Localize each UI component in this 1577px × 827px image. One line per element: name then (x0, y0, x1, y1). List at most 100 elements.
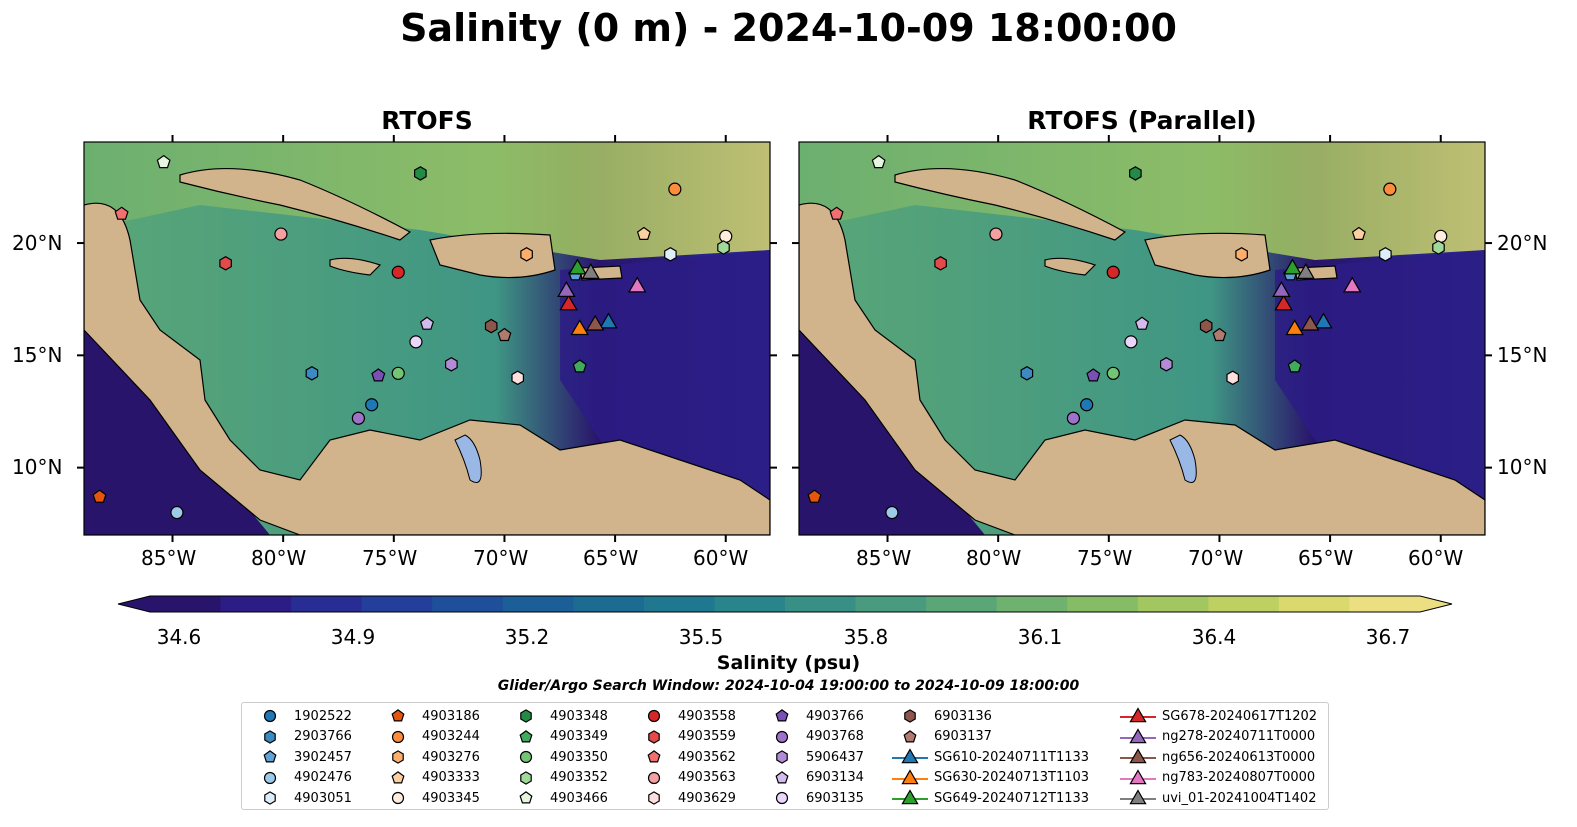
legend-label: 1902522 (294, 708, 352, 724)
legend-item: 3902457 (250, 748, 352, 766)
legend-item: 4903352 (506, 769, 608, 787)
hexagon-icon (520, 709, 532, 723)
obs-marker-4903345-panel1 (1434, 229, 1448, 243)
legend-label: SG678-20240617T1202 (1162, 708, 1318, 724)
colorbar-segment (361, 596, 433, 612)
obs-marker-6903134-panel0 (419, 316, 435, 330)
obs-marker-sg630-20240713t1103-panel0 (570, 319, 589, 336)
legend-label: 4903558 (678, 708, 736, 724)
legend-label: 4902476 (294, 770, 352, 785)
obs-marker-6903134-panel1 (1134, 316, 1150, 330)
legend-item: 1902522 (250, 707, 352, 725)
legend-item: 4903345 (378, 789, 480, 807)
obs-marker-sg610-20240711t1133-panel0 (599, 312, 618, 329)
colorbar-tick-label: 36.7 (1365, 625, 1411, 649)
triangle-icon (892, 768, 928, 784)
obs-marker-sg678-20240617t1202-panel1 (1274, 294, 1293, 311)
lat-label-left-10n: 10°N (12, 455, 63, 479)
obs-marker-4903563-panel1 (989, 227, 1003, 241)
legend-label: 4903350 (550, 749, 608, 765)
legend-label: 4903349 (550, 729, 608, 744)
legend-item: 6903135 (762, 789, 864, 807)
legend-label: uvi_01-20241004T1402 (1162, 790, 1317, 806)
legend-item: 6903134 (762, 769, 864, 787)
obs-marker-4903768-panel0 (351, 411, 365, 425)
obs-marker-4903186-panel0 (92, 489, 107, 503)
colorbar-segment (573, 596, 645, 612)
legend-item: ng278-20240711T0000 (1118, 727, 1316, 746)
hexagon-icon (264, 791, 276, 805)
obs-marker-4903766-panel1 (1086, 368, 1101, 382)
hispaniola-land (1144, 232, 1271, 279)
obs-marker-4903562-panel1 (829, 206, 844, 220)
legend-item: 4903562 (634, 748, 736, 766)
legend-label: 4903348 (550, 708, 608, 724)
legend-label: 5906437 (806, 749, 864, 765)
map-panel-rtofs (84, 142, 770, 535)
colorbar-title: Salinity (psu) (716, 652, 861, 674)
legend-label: SG630-20240713T1103 (934, 770, 1090, 785)
colorbar-segment (1349, 596, 1421, 612)
obs-marker-4903768-panel1 (1066, 411, 1081, 425)
hexagon-icon (648, 791, 660, 805)
pentagon-icon (391, 709, 405, 722)
lat-label-left-20n: 20°N (12, 231, 63, 255)
lat-label-left-15n: 15°N (12, 343, 63, 367)
lon-label-left-80w: 80°W (251, 546, 307, 570)
legend-item: 4903768 (762, 728, 864, 746)
obs-marker-4903333-panel0 (636, 226, 651, 240)
legend-label: 4903276 (422, 749, 480, 765)
triangle-icon (1120, 748, 1156, 764)
legend-item: uvi_01-20241004T1402 (1118, 789, 1316, 807)
legend-label: ng278-20240711T0000 (1162, 729, 1316, 744)
obs-marker-4903051-panel0 (664, 247, 677, 262)
legend-label: 4903333 (422, 770, 480, 785)
hexagon-icon (520, 770, 532, 785)
figure-title: Salinity (0 m) - 2024-10-09 18:00:00 (400, 6, 1177, 50)
obs-marker-ng278-20240711t0000-panel0 (557, 281, 576, 297)
panel-frame-left (83, 141, 771, 536)
legend-item: 4903350 (506, 748, 608, 766)
obs-marker-2903766-panel1 (1020, 366, 1034, 381)
legend-label: 4903766 (806, 708, 864, 724)
colorbar-segment (996, 596, 1068, 612)
panel-frame-right (798, 141, 1486, 536)
colorbar-outline (117, 595, 1453, 613)
triangle-icon (1120, 789, 1156, 805)
colorbar-segment (1278, 596, 1350, 612)
legend-item: 4903629 (634, 789, 736, 807)
legend-item: 4903558 (634, 707, 736, 725)
obs-marker-4903348-panel1 (1128, 166, 1142, 181)
pentagon-icon (775, 709, 789, 722)
legend-item: 5906437 (762, 748, 864, 766)
obs-marker-5906437-panel1 (1159, 357, 1173, 372)
obs-marker-6903135-panel0 (409, 335, 423, 349)
circle-icon (775, 791, 789, 805)
legend-item: 2903766 (250, 728, 352, 746)
colorbar-tick-label: 36.4 (1191, 625, 1237, 649)
obs-marker-ng783-20240807t0000-panel0 (627, 276, 647, 293)
lake-maracaibo (1169, 434, 1197, 483)
lon-label-left-75w: 75°W (362, 546, 418, 570)
hexagon-icon (392, 750, 404, 764)
colorbar-extend-min (118, 596, 150, 612)
obs-marker-4903349-panel0 (572, 359, 587, 373)
triangle-icon (892, 748, 928, 764)
lon-label-left-85w: 85°W (141, 546, 197, 570)
legend-label: 4903629 (678, 790, 736, 806)
colorbar-segment (855, 596, 927, 612)
legend-item: 4903244 (378, 728, 480, 746)
obs-marker-4903349-panel1 (1287, 359, 1302, 373)
obs-marker-uvi_01-20241004t1402-panel1 (1296, 262, 1315, 279)
colorbar-segment (926, 596, 998, 612)
legend-item: SG649-20240712T1133 (890, 789, 1089, 807)
legend-label: 4903768 (806, 729, 864, 744)
obs-marker-4903244-panel0 (668, 182, 682, 196)
legend-item: 4903186 (378, 707, 480, 725)
legend-label: 3902457 (294, 749, 352, 765)
colorbar-tick-label: 35.2 (504, 625, 550, 649)
obs-marker-4903244-panel1 (1383, 182, 1397, 196)
hexagon-icon (264, 729, 276, 744)
pentagon-icon (775, 770, 789, 783)
obs-marker-4903051-panel1 (1379, 247, 1392, 262)
